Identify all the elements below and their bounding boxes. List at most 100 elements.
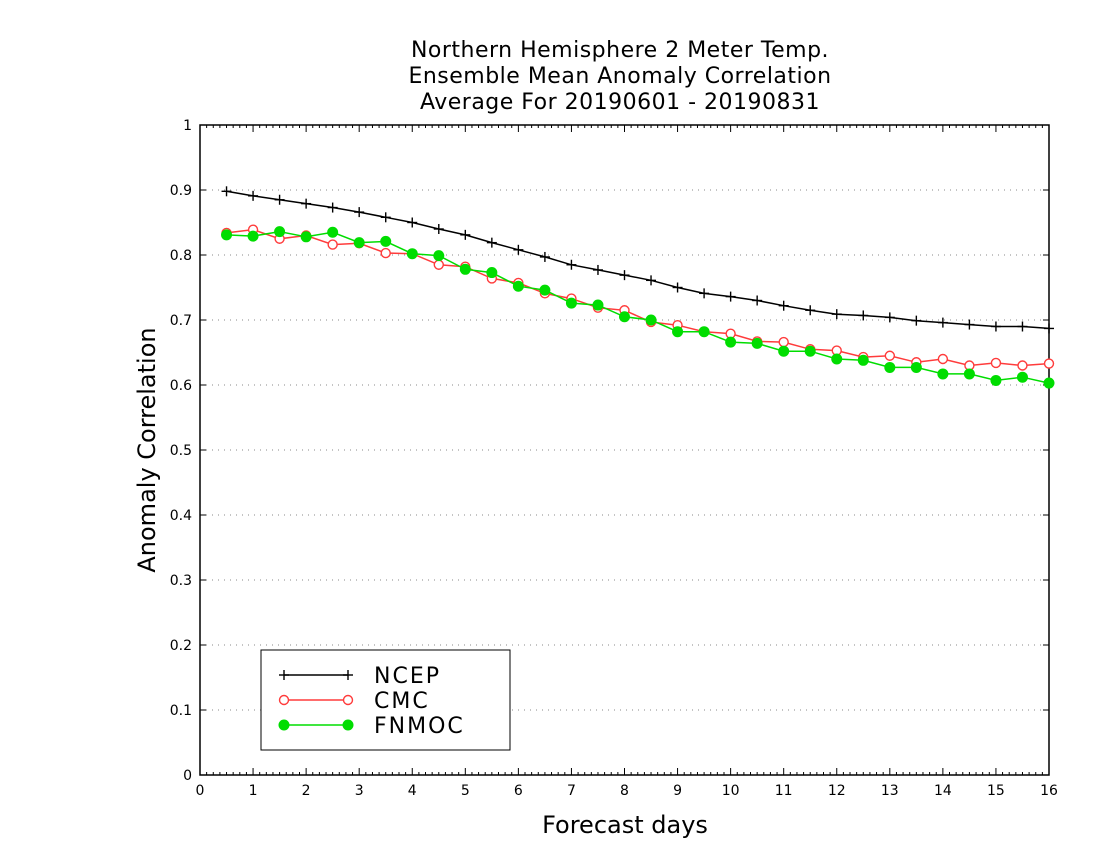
fnmoc-point: [433, 250, 445, 262]
chart-title-line-2: Ensemble Mean Anomaly Correlation: [408, 64, 832, 89]
x-tick-label: 13: [881, 783, 899, 799]
x-tick-label: 2: [302, 783, 311, 799]
ncep-point: [858, 310, 869, 321]
fnmoc-point: [963, 368, 975, 380]
ncep-point: [539, 251, 550, 262]
legend-marker: [342, 719, 354, 731]
x-tick-label: 15: [987, 783, 1005, 799]
legend-marker: [342, 694, 354, 706]
ncep-point: [407, 217, 418, 228]
x-tick-label: 1: [249, 783, 258, 799]
cmc-point: [433, 259, 444, 270]
legend-item-ncep: NCEP: [279, 664, 439, 689]
x-tick-label: 8: [620, 783, 629, 799]
legend-label: CMC: [374, 689, 430, 714]
fnmoc-point: [1016, 371, 1028, 383]
x-tick-label: 4: [408, 783, 417, 799]
y-tick-label: 1: [183, 118, 192, 134]
fnmoc-point: [380, 235, 392, 247]
legend-marker: [279, 670, 289, 680]
y-tick-label: 0.6: [170, 378, 192, 394]
cmc-point: [1017, 360, 1028, 371]
x-tick-label: 11: [775, 783, 793, 799]
x-tick-label: 9: [673, 783, 682, 799]
ncep-point: [725, 291, 736, 302]
fnmoc-point: [698, 326, 710, 338]
ncep-point: [884, 312, 895, 323]
ncep-point: [248, 190, 259, 201]
fnmoc-point: [539, 284, 551, 296]
legend-marker: [278, 694, 290, 706]
fnmoc-point: [937, 368, 949, 380]
y-tick-label: 0.4: [170, 508, 192, 524]
cmc-point: [778, 336, 789, 348]
fnmoc-point: [672, 326, 684, 338]
ncep-point: [672, 282, 683, 293]
fnmoc-point: [274, 226, 286, 238]
fnmoc-point: [221, 229, 233, 241]
x-tick-label: 6: [514, 783, 523, 799]
fnmoc-point: [751, 337, 763, 349]
y-tick-label: 0.8: [170, 248, 192, 264]
legend-item-fnmoc: FNMOC: [278, 714, 465, 739]
ncep-point: [380, 212, 391, 223]
x-tick-label: 5: [461, 783, 470, 799]
legend-label: FNMOC: [374, 714, 465, 739]
fnmoc-point: [247, 230, 259, 242]
cmc-point: [380, 247, 391, 259]
legend-marker: [343, 670, 353, 680]
series-group: [221, 186, 1055, 389]
ncep-point: [937, 317, 948, 328]
cmc-point: [884, 350, 896, 361]
cmc-point: [1043, 358, 1055, 369]
fnmoc-point: [353, 237, 365, 249]
y-axis-label: Anomaly Correlation: [133, 327, 161, 572]
cmc-point: [327, 239, 338, 250]
y-tick-label: 0.7: [170, 313, 192, 329]
ncep-point: [274, 194, 285, 205]
fnmoc-point: [725, 336, 737, 348]
fnmoc-point: [804, 345, 816, 357]
x-tick-label: 3: [355, 783, 364, 799]
y-tick-label: 0.9: [170, 183, 192, 199]
ncep-point: [221, 186, 232, 197]
y-tick-label: 0.5: [170, 443, 192, 459]
series-ncep: [221, 186, 1054, 334]
ncep-line: [226, 190, 1050, 330]
fnmoc-point: [619, 311, 630, 323]
ncep-point: [1017, 321, 1028, 332]
x-tick-label: 10: [722, 783, 740, 799]
ncep-point: [805, 305, 816, 316]
legend-item-cmc: CMC: [278, 689, 430, 714]
cmc-line: [226, 228, 1050, 367]
axis-ticks: 00.10.20.30.40.50.60.70.80.910 1 2 3 4 5 6 7 8 9 1…: [170, 118, 1058, 799]
ncep-point: [911, 315, 922, 326]
fnmoc-point: [459, 263, 471, 275]
fnmoc-point: [884, 361, 896, 373]
cmc-point: [937, 353, 949, 365]
ncep-point: [752, 295, 763, 306]
fnmoc-point: [857, 354, 869, 366]
fnmoc-point: [1043, 377, 1055, 389]
ncep-point: [699, 288, 710, 299]
x-axis-label: Forecast days: [542, 811, 708, 839]
y-tick-label: 0: [183, 768, 192, 784]
fnmoc-point: [300, 231, 312, 243]
x-tick-label: 16: [1040, 783, 1058, 799]
y-tick-label: 0.3: [170, 573, 192, 589]
x-tick-label: 14: [934, 783, 952, 799]
ncep-point: [327, 202, 338, 213]
x-tick-label: 12: [828, 783, 846, 799]
fnmoc-point: [592, 299, 604, 311]
series-fnmoc: [221, 226, 1055, 389]
ncep-point: [831, 309, 842, 320]
fnmoc-point: [645, 314, 657, 326]
chart-title-line-3: Average For 20190601 - 20190831: [419, 90, 821, 115]
chart-title-line-1: Northern Hemisphere 2 Meter Temp.: [410, 38, 830, 63]
fnmoc-point: [406, 248, 418, 260]
ncep-point: [354, 207, 365, 218]
series-cmc: [221, 224, 1055, 371]
ncep-point: [619, 270, 630, 281]
